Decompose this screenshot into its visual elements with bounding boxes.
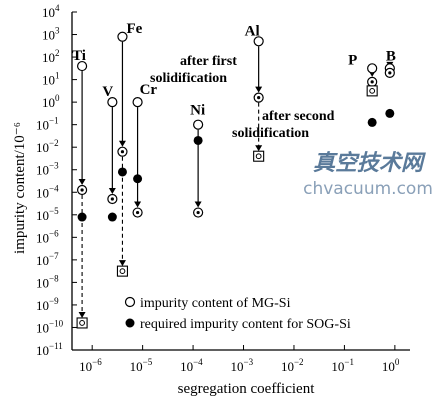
mg-si-point-fe: [117, 31, 128, 42]
watermark-url: chvacuum.com: [303, 179, 433, 199]
sog-si-point-b: [385, 108, 395, 118]
annotation-after-first: after first: [180, 54, 237, 69]
after-first-point-center: [80, 188, 84, 192]
after-first-point-center: [135, 210, 140, 215]
y-tick-label: 101: [42, 71, 60, 88]
sog-si-point-cr: [133, 174, 143, 184]
y-tick-label: 10−9: [36, 296, 59, 313]
after-first-point-center: [120, 150, 125, 154]
y-axis: 104 103 102 101 100 10−1 10−2 10−3 10−4 10−5 10−6 1…: [36, 3, 77, 358]
sog-si-point-v: [107, 212, 117, 222]
x-tick-label: 10−4: [180, 357, 203, 374]
x-tick-label: 10−2: [281, 357, 304, 374]
y-tick-label: 103: [42, 26, 60, 43]
arrowhead-second: [255, 145, 263, 152]
after-second-point-inner: [369, 87, 376, 94]
x-tick-label: 10−5: [130, 357, 153, 374]
arrowhead-first: [78, 179, 86, 186]
y-tick-label: 10−6: [36, 228, 59, 245]
mg-si-point-ni: [193, 119, 204, 130]
mg-si-point-cr: [132, 97, 143, 108]
element-label-ti: Ti: [72, 48, 86, 64]
after-second-point-inner: [79, 320, 85, 326]
arrowhead-second: [118, 260, 126, 267]
x-axis-label: segregation coefficient: [178, 381, 316, 397]
y-tick-label: 10−11: [36, 341, 63, 358]
y-tick-label: 10−2: [36, 138, 59, 155]
legend-item-mg-si: impurity content of MG-Si: [140, 296, 291, 311]
arrowhead-second: [78, 311, 86, 318]
element-label-b: B: [386, 48, 396, 64]
arrowhead-first: [118, 140, 126, 147]
element-label-v: V: [102, 84, 113, 100]
after-second-point-inner: [255, 153, 262, 160]
after-first-point-center: [388, 71, 392, 75]
sog-si-point-p: [367, 117, 377, 127]
x-tick-label: 10−6: [79, 357, 102, 374]
element-label-fe: Fe: [126, 21, 142, 37]
y-axis-label: impurity content/10⁻⁶: [12, 122, 28, 254]
legend-item-sog-si: required impurity content for SOG-Si: [140, 317, 351, 332]
watermark: 真空技术网 chvacuum.com: [303, 150, 433, 199]
x-tick-label: 100: [382, 357, 400, 374]
element-label-p: P: [348, 52, 357, 68]
y-tick-label: 10−3: [36, 161, 59, 178]
y-tick-label: 10−1: [36, 116, 59, 133]
sog-si-point-ni: [193, 135, 203, 145]
after-first-point-center: [370, 80, 374, 84]
annotation-after-second: after second: [262, 109, 335, 124]
legend-filled-circle-marker: [125, 318, 135, 328]
y-tick-label: 10−4: [36, 183, 59, 200]
element-label-cr: Cr: [140, 82, 158, 98]
y-tick-label: 10−7: [36, 251, 59, 268]
watermark-chinese: 真空技术网: [313, 150, 426, 176]
x-axis: 10−6 10−5 10−4 10−3 10−2 10−1 100: [79, 345, 400, 374]
x-tick-label: 10−1: [331, 357, 354, 374]
legend: impurity content of MG-Si required impur…: [124, 296, 351, 332]
annotation-after-second: solidification: [232, 126, 309, 141]
y-tick-label: 10−5: [36, 206, 59, 223]
y-tick-label: 10−10: [36, 318, 64, 335]
mg-si-point-p: [367, 63, 378, 74]
mg-si-point-ti: [76, 60, 88, 72]
arrowhead-first: [255, 86, 263, 93]
y-tick-label: 10−8: [36, 273, 59, 290]
annotation-after-first: solidification: [150, 71, 227, 86]
after-first-point-center: [110, 197, 114, 201]
mg-si-point-v: [107, 97, 118, 108]
arrowhead-first: [134, 201, 142, 208]
after-first-point-center: [196, 210, 200, 215]
arrowhead-first: [194, 201, 202, 208]
element-label-ni: Ni: [190, 103, 205, 119]
mg-si-point-al: [253, 36, 264, 47]
sog-si-point-fe: [117, 167, 127, 177]
element-label-al: Al: [245, 23, 260, 39]
y-tick-label: 104: [42, 3, 60, 20]
legend-open-circle-marker: [124, 296, 136, 308]
x-tick-label: 10−3: [231, 357, 254, 374]
sog-si-point-ti: [77, 212, 87, 222]
arrowhead-first: [108, 188, 116, 195]
after-second-point-inner: [119, 268, 126, 275]
y-tick-label: 100: [42, 93, 60, 110]
plot-frame: [71, 12, 410, 351]
data-series: [76, 31, 395, 329]
y-tick-label: 102: [42, 48, 60, 65]
after-first-point-center: [257, 96, 261, 100]
